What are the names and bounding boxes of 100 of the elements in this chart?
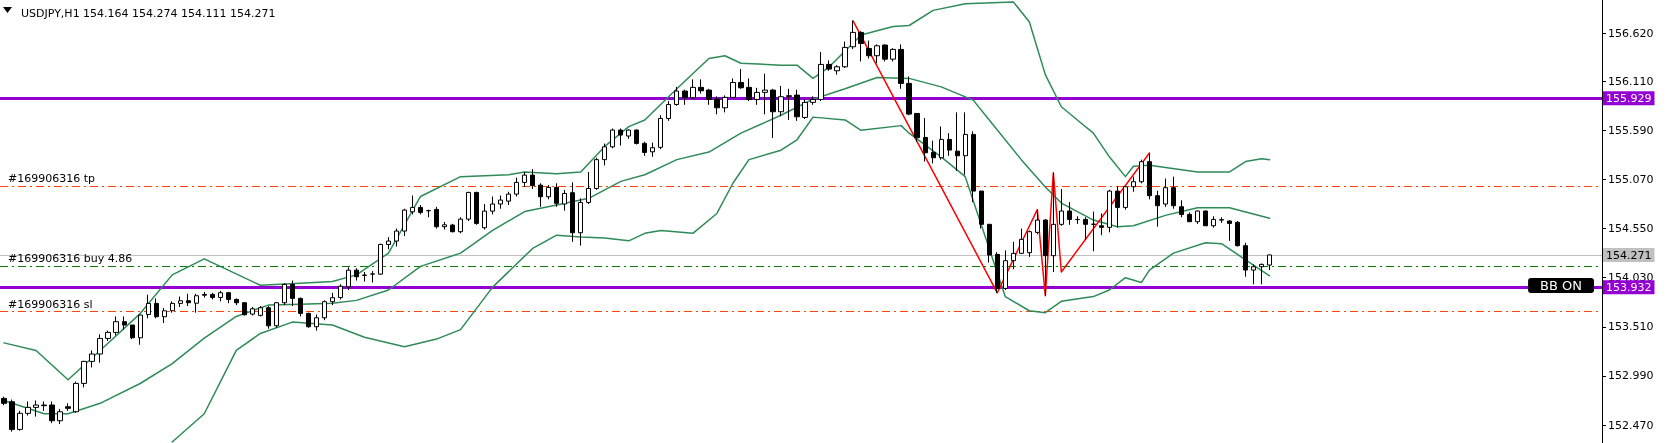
candlestick xyxy=(963,111,968,176)
candlestick xyxy=(402,208,407,237)
candlestick xyxy=(514,177,519,197)
candlestick xyxy=(1155,190,1160,228)
candlestick xyxy=(674,86,679,107)
candlestick xyxy=(218,290,223,302)
candlestick xyxy=(850,20,856,50)
candlestick xyxy=(866,40,872,60)
candlestick xyxy=(650,142,655,158)
candlestick xyxy=(9,399,15,433)
candlestick xyxy=(170,300,175,314)
candlestick xyxy=(1067,201,1072,226)
candlestick xyxy=(130,324,135,340)
y-tick-label: 153.510 xyxy=(1608,320,1654,334)
y-tick-label: 155.590 xyxy=(1608,123,1654,137)
candlestick xyxy=(746,77,752,102)
candlestick xyxy=(923,117,928,163)
candlestick xyxy=(971,130,976,203)
candlestick xyxy=(330,292,335,306)
candlestick xyxy=(354,267,359,282)
ref-line-label: 154.271 xyxy=(1606,248,1652,262)
candlestick xyxy=(682,89,688,106)
candlestick xyxy=(186,293,191,307)
candlestick xyxy=(858,30,864,62)
candlestick xyxy=(1035,209,1040,235)
candlestick xyxy=(1243,242,1248,278)
candlestick xyxy=(138,314,143,346)
candlestick xyxy=(1163,178,1168,208)
candlestick xyxy=(394,228,399,248)
candlestick xyxy=(1235,220,1240,248)
ref-line-label: #169906316 tp xyxy=(8,172,96,186)
candlestick xyxy=(610,127,615,149)
candlestick xyxy=(786,88,792,121)
y-tick-label: 155.070 xyxy=(1608,172,1654,186)
candlestick xyxy=(626,128,631,140)
candlestick xyxy=(642,141,647,157)
candlestick xyxy=(1131,176,1136,193)
candlestick xyxy=(762,73,768,115)
candlestick xyxy=(1203,210,1208,227)
candlestick xyxy=(987,223,992,264)
candlestick xyxy=(25,400,31,417)
candlestick xyxy=(882,43,888,62)
candlestick xyxy=(146,294,151,319)
candlestick xyxy=(1211,215,1216,229)
candlestick xyxy=(362,271,367,282)
candlestick xyxy=(418,204,423,215)
candlestick xyxy=(995,251,1000,294)
ref-line-label: #169906316 sl xyxy=(8,297,93,311)
candlestick xyxy=(754,87,760,106)
candlestick xyxy=(498,195,503,210)
candlestick xyxy=(546,184,551,200)
candlestick xyxy=(202,291,207,299)
candlestick xyxy=(1267,254,1272,271)
y-tick-label: 152.990 xyxy=(1608,369,1654,383)
y-tick-label: 156.620 xyxy=(1608,26,1654,40)
candlestick xyxy=(1171,176,1176,210)
candlestick xyxy=(122,315,127,331)
candlestick xyxy=(314,314,319,332)
candlestick xyxy=(1187,212,1192,223)
candlestick xyxy=(1,396,7,406)
candlestick xyxy=(1091,211,1096,252)
candlestick xyxy=(722,94,728,113)
y-tick-label: 156.110 xyxy=(1608,74,1654,88)
candlestick xyxy=(818,51,824,102)
candlestick xyxy=(522,171,527,188)
annotation: BB ON xyxy=(1540,278,1583,293)
candlestick xyxy=(634,128,639,146)
candlestick xyxy=(73,381,79,414)
candlestick xyxy=(1083,216,1088,241)
candlestick xyxy=(89,349,95,368)
candlestick xyxy=(370,270,375,283)
candlestick xyxy=(450,223,455,233)
candlestick xyxy=(1011,241,1016,270)
candlestick xyxy=(810,95,816,106)
candlestick xyxy=(730,77,736,99)
candlestick xyxy=(602,143,607,166)
candlestick xyxy=(834,64,840,76)
y-tick-label: 152.470 xyxy=(1608,418,1654,432)
candlestick xyxy=(939,126,944,161)
candlestick xyxy=(586,171,591,205)
candlestick xyxy=(178,296,183,308)
candlestick xyxy=(658,114,663,150)
candlestick xyxy=(434,206,439,230)
candlestick xyxy=(1115,185,1120,229)
candlestick xyxy=(49,400,55,424)
candlestick xyxy=(578,197,583,247)
candlestick xyxy=(570,181,575,243)
candlestick xyxy=(458,216,463,234)
candlestick xyxy=(258,305,263,317)
candlestick xyxy=(97,333,103,364)
candlestick xyxy=(194,293,199,314)
candlestick xyxy=(955,111,960,172)
candlestick xyxy=(154,297,159,319)
line-series xyxy=(852,20,1151,297)
candlestick xyxy=(1027,229,1032,258)
candlestick xyxy=(914,112,920,143)
candlestick xyxy=(57,408,63,425)
candlestick xyxy=(538,182,543,208)
candlestick xyxy=(346,266,351,291)
candlestick xyxy=(386,236,391,250)
